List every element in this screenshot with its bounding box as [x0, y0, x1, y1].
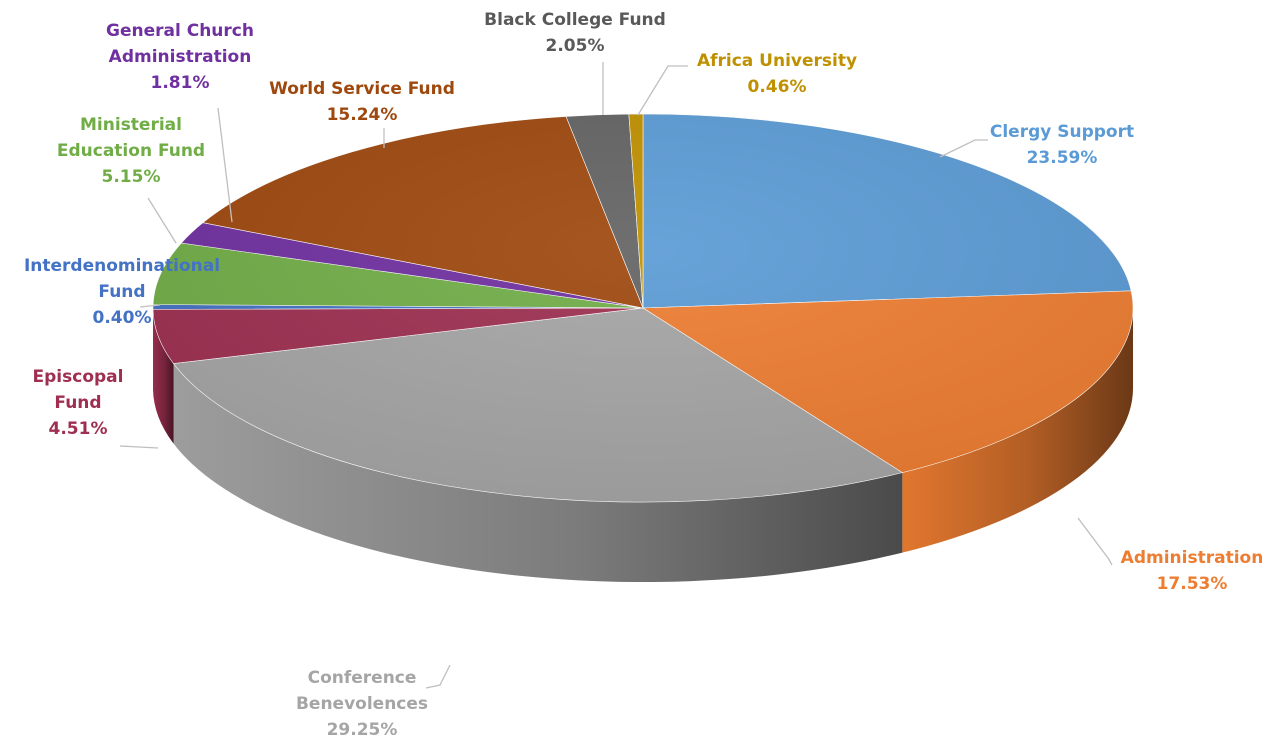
slice-value-label: 23.59% — [1027, 148, 1098, 168]
slice-label: Conference Benevolences 29.25% — [296, 668, 428, 740]
slice-label-line: Fund — [54, 393, 101, 413]
slice-label: General Church Administration 1.81% — [106, 21, 254, 93]
slice-value-label: 0.46% — [748, 77, 807, 97]
slice-label: Ministerial Education Fund 5.15% — [57, 115, 205, 187]
slice-label: Episcopal Fund 4.51% — [33, 367, 124, 439]
slice-label-line: Black College Fund — [484, 10, 666, 30]
leader-line — [217, 107, 233, 223]
leader-line — [147, 197, 177, 244]
pie-top-slices — [152, 113, 1134, 503]
slice-label-line: Episcopal — [33, 367, 124, 387]
slice-label-line: Africa University — [697, 51, 857, 71]
slice-label-line: Administration — [109, 47, 252, 67]
slice-label-line: Benevolences — [296, 694, 428, 714]
slice-value-label: 17.53% — [1157, 574, 1228, 594]
slice-label-line: Conference — [308, 668, 417, 688]
pie-slice — [642, 113, 1132, 309]
leader-line — [425, 664, 451, 689]
slice-value-label: 2.05% — [546, 36, 605, 56]
slice-label-line: General Church — [106, 21, 254, 41]
slice-label-line: Interdenominational — [24, 256, 220, 276]
leader-line — [139, 304, 161, 308]
slice-label: Africa University 0.46% — [697, 51, 857, 97]
slice-label: World Service Fund 15.24% — [269, 79, 455, 125]
leader-line — [119, 445, 159, 449]
leader-line — [637, 65, 688, 116]
slice-label: Interdenominational Fund 0.40% — [24, 256, 220, 328]
slice-label-line: Ministerial — [80, 115, 182, 135]
slice-value-label: 5.15% — [102, 167, 161, 187]
slice-label-line: World Service Fund — [269, 79, 455, 99]
leader-line — [1077, 517, 1113, 566]
slice-labels: Clergy Support 23.59% Administration 17.53%… — [24, 10, 1263, 740]
slice-label: Black College Fund 2.05% — [484, 10, 666, 56]
slice-value-label: 15.24% — [327, 105, 398, 125]
slice-wall — [173, 363, 903, 582]
slice-label-line: Fund — [98, 282, 145, 302]
leader-line — [939, 139, 988, 158]
slice-label-line: Education Fund — [57, 141, 205, 161]
leader-lines — [119, 62, 1113, 689]
slice-value-label: 1.81% — [151, 73, 210, 93]
slice-label-line: Administration — [1121, 548, 1264, 568]
slice-label-line: Clergy Support — [990, 122, 1134, 142]
slice-value-label: 29.25% — [327, 720, 398, 740]
slice-label: Clergy Support 23.59% — [990, 122, 1134, 168]
slice-label: Administration 17.53% — [1121, 548, 1264, 594]
slice-value-label: 4.51% — [49, 419, 108, 439]
slice-value-label: 0.40% — [93, 308, 152, 328]
